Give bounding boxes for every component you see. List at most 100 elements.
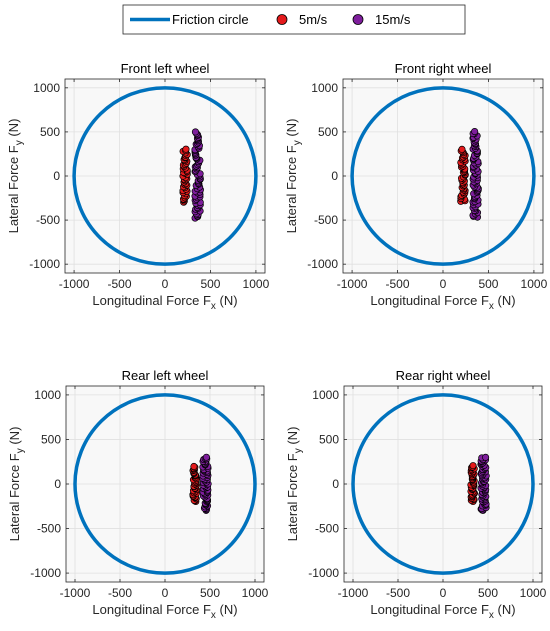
subplot-title: Front right wheel <box>395 61 492 76</box>
data-point <box>471 128 479 136</box>
y-axis-label-unit: (N) <box>284 119 299 141</box>
y-tick-label: -500 <box>315 522 339 536</box>
x-tick-label: 1000 <box>521 277 548 291</box>
y-tick-label: 500 <box>40 125 60 139</box>
subplot-title: Front left wheel <box>121 61 210 76</box>
y-axis-label-subscript: y <box>14 140 25 145</box>
x-tick-label: 1000 <box>520 586 547 600</box>
x-tick-label: -500 <box>386 277 410 291</box>
y-axis-label-text: Lateral Force F <box>7 453 22 541</box>
y-axis-label-subscript: y <box>293 448 304 453</box>
data-point <box>469 462 477 470</box>
subplot-front-right-wheel: -1000 -500 0 500 1000 -1000 -500 0 500 1000 Front … <box>284 61 548 312</box>
y-tick-label: -500 <box>37 522 61 536</box>
y-tick-label: 500 <box>319 432 339 446</box>
y-axis-label-text: Lateral Force F <box>6 145 21 233</box>
y-tick-label: 500 <box>41 432 61 446</box>
y-axis-label-subscript: y <box>292 140 303 145</box>
y-axis-label-unit: (N) <box>6 119 21 141</box>
x-tick-label: 1000 <box>243 277 270 291</box>
y-tick-label: -1000 <box>30 566 61 580</box>
subplot-title: Rear right wheel <box>396 368 491 383</box>
x-tick-label: 500 <box>478 586 498 600</box>
data-point <box>458 145 466 153</box>
series-5m-s <box>179 145 191 206</box>
x-tick-label: -1000 <box>338 586 369 600</box>
series-15m-s <box>477 453 490 514</box>
x-tick-label: 0 <box>162 277 169 291</box>
x-tick-label: 0 <box>162 586 169 600</box>
y-tick-label: 0 <box>53 169 60 183</box>
series-15m-s <box>191 128 204 222</box>
data-point <box>202 453 210 461</box>
x-axis-label-unit: (N) <box>216 293 238 308</box>
x-axis-label-unit: (N) <box>494 293 516 308</box>
x-axis-label-unit: (N) <box>494 602 516 617</box>
y-tick-label: 0 <box>54 477 61 491</box>
y-tick-label: 0 <box>331 169 338 183</box>
x-tick-label: -1000 <box>59 277 90 291</box>
x-axis-label-text: Longitudinal Force F <box>92 293 211 308</box>
subplot-title: Rear left wheel <box>122 368 209 383</box>
subplot-front-left-wheel: -1000 -500 0 500 1000 -1000 -500 0 500 1000 Front … <box>6 61 270 312</box>
x-tick-label: -1000 <box>337 277 368 291</box>
x-tick-label: -500 <box>108 586 132 600</box>
x-tick-label: 500 <box>200 586 220 600</box>
y-axis-label-subscript: y <box>15 448 26 453</box>
x-tick-label: 1000 <box>242 586 269 600</box>
y-tick-label: 1000 <box>311 81 338 95</box>
data-point <box>482 453 490 461</box>
x-axis-label-subscript: x <box>211 610 216 621</box>
subplot-rear-right-wheel: -1000 -500 0 500 1000 -1000 -500 0 500 1000 Rear r… <box>285 368 547 621</box>
y-axis-label-text: Lateral Force F <box>285 453 300 541</box>
legend-box <box>122 4 466 35</box>
y-axis-label-unit: (N) <box>7 427 22 449</box>
x-tick-label: -500 <box>386 586 410 600</box>
legend: Friction circle 5m/s 15m/s <box>122 4 466 35</box>
y-axis-label: Lateral Force Fy (N) <box>284 119 303 234</box>
y-tick-label: -500 <box>36 213 60 227</box>
friction-circle <box>72 86 258 266</box>
data-point <box>190 462 198 471</box>
x-axis-label: Longitudinal Force Fx (N) <box>92 602 237 621</box>
y-tick-label: 0 <box>332 477 339 491</box>
y-tick-label: 1000 <box>34 388 61 402</box>
x-axis-label-text: Longitudinal Force F <box>370 602 489 617</box>
legend-marker-5ms <box>276 14 288 25</box>
y-axis-label: Lateral Force Fy (N) <box>7 427 26 542</box>
x-axis-label-subscript: x <box>489 610 494 621</box>
y-tick-label: -1000 <box>308 566 339 580</box>
series-5m-s <box>467 462 478 506</box>
x-axis-label-subscript: x <box>489 301 494 312</box>
series-5m-s <box>189 462 201 506</box>
y-tick-label: -1000 <box>307 257 338 271</box>
x-axis-label: Longitudinal Force Fx (N) <box>370 293 515 312</box>
series-5m-s <box>457 145 469 205</box>
y-axis-label-unit: (N) <box>285 427 300 449</box>
y-tick-label: -1000 <box>29 257 60 271</box>
series-15m-s <box>199 453 212 514</box>
friction-circle <box>350 86 536 266</box>
y-axis-label: Lateral Force Fy (N) <box>285 427 304 542</box>
x-axis-label-text: Longitudinal Force F <box>370 293 489 308</box>
x-axis-label: Longitudinal Force Fx (N) <box>370 602 515 621</box>
legend-label-friction-circle: Friction circle <box>172 12 249 27</box>
y-tick-label: 500 <box>318 125 338 139</box>
y-axis-label-text: Lateral Force F <box>284 145 299 233</box>
subplot-grid: -1000 -500 0 500 1000 -1000 -500 0 500 1000 Front … <box>6 61 548 621</box>
y-tick-label: -500 <box>314 213 338 227</box>
x-tick-label: -500 <box>108 277 132 291</box>
friction-circle <box>73 393 257 575</box>
legend-label-15ms: 15m/s <box>375 12 411 27</box>
x-axis-label: Longitudinal Force Fx (N) <box>92 293 237 312</box>
y-axis-label: Lateral Force Fy (N) <box>6 119 25 234</box>
data-point <box>191 128 200 136</box>
x-axis-label-text: Longitudinal Force F <box>92 602 211 617</box>
data-point <box>182 145 190 153</box>
x-tick-label: 500 <box>200 277 220 291</box>
x-tick-label: 0 <box>440 277 447 291</box>
subplot-rear-left-wheel: -1000 -500 0 500 1000 -1000 -500 0 500 1000 Rear l… <box>7 368 269 621</box>
x-axis-label-subscript: x <box>211 301 216 312</box>
x-axis-label-unit: (N) <box>216 602 238 617</box>
